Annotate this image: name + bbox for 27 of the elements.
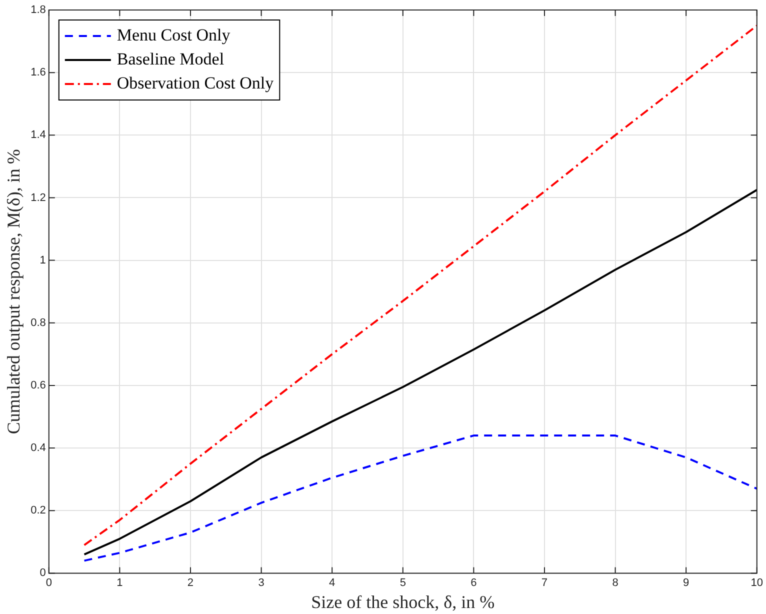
y-tick-label: 0.2 [30, 504, 46, 517]
x-tick-label: 6 [470, 576, 477, 589]
legend-label: Observation Cost Only [116, 73, 274, 92]
x-axis-title: Size of the shock, δ, in % [311, 592, 495, 612]
x-tick-label: 4 [329, 576, 336, 589]
x-tick-label: 2 [187, 576, 194, 589]
y-tick-label: 1 [40, 254, 46, 266]
legend-label: Baseline Model [116, 49, 224, 68]
y-tick-label: 0.8 [30, 316, 46, 329]
line-series [83, 434, 757, 562]
y-tick-label: 0 [40, 567, 46, 580]
y-tick-label: 1.6 [30, 66, 46, 79]
y-tick-label: 1.4 [30, 129, 46, 142]
x-tick-label: 10 [750, 576, 764, 589]
legend-label: Menu Cost Only [116, 25, 231, 44]
x-tick-label: 8 [612, 576, 618, 589]
y-tick-label: 0.4 [30, 442, 46, 454]
x-tick-label: 3 [258, 576, 264, 589]
x-tick-label: 1 [116, 576, 123, 589]
x-tick-label: 7 [541, 576, 548, 589]
x-tick-label: 9 [683, 576, 690, 589]
line-series [83, 24, 757, 546]
x-tick-label: 5 [400, 576, 406, 589]
y-tick-label: 0.6 [30, 380, 46, 392]
y-tick-label: 1.2 [30, 192, 46, 204]
y-tick-label: 1.8 [30, 4, 46, 16]
y-axis-title: Cumulated output response, M(δ), in % [4, 149, 24, 434]
